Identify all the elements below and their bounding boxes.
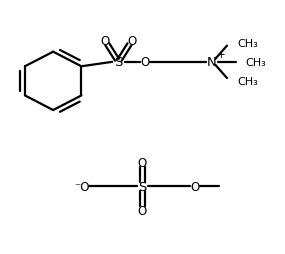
Text: ⁻O: ⁻O: [74, 180, 89, 193]
Text: CH₃: CH₃: [237, 39, 258, 49]
Text: O: O: [138, 156, 147, 169]
Text: O: O: [127, 35, 137, 47]
Text: CH₃: CH₃: [245, 57, 266, 67]
Text: N: N: [207, 56, 217, 69]
Text: O: O: [138, 204, 147, 217]
Text: S: S: [138, 180, 147, 193]
Text: CH₃: CH₃: [237, 76, 258, 86]
Text: O: O: [100, 35, 109, 47]
Text: +: +: [217, 50, 225, 59]
Text: S: S: [114, 56, 123, 69]
Text: O: O: [141, 56, 150, 69]
Text: O: O: [190, 180, 200, 193]
